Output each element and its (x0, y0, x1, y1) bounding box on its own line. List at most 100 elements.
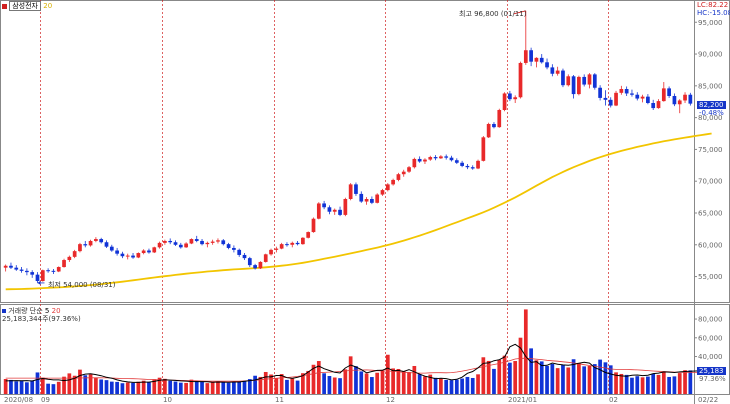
volume-bar (94, 378, 98, 394)
volume-bar (163, 378, 167, 394)
candle-body (19, 269, 24, 271)
ma-label[interactable]: 20 (43, 2, 53, 10)
candle-body (417, 158, 422, 162)
volume-bar (348, 356, 353, 394)
volume-bar (30, 380, 35, 394)
candle-body (141, 250, 146, 254)
volume-bar (401, 371, 406, 394)
volume-ma-long: 20 (51, 307, 61, 315)
candle-body (226, 244, 231, 248)
candle-body (385, 184, 390, 191)
candle-body (423, 159, 427, 162)
volume-bar (465, 376, 470, 394)
candle-body (630, 93, 634, 95)
candle-body (661, 88, 666, 102)
candle-body (454, 160, 459, 163)
price-tick-label: 55,000 (698, 273, 723, 281)
volume-bar (630, 377, 634, 394)
candle-body (216, 240, 220, 242)
candle-body (200, 240, 204, 245)
volume-bar (428, 374, 433, 394)
candle-body (433, 157, 438, 159)
candle-body (147, 250, 151, 253)
volume-bar (14, 381, 19, 394)
candle-body (295, 242, 300, 245)
volume-bar (412, 365, 417, 394)
candle-body (168, 240, 173, 243)
volume-bar (529, 348, 533, 394)
price-tick-label: 70,000 (698, 178, 723, 186)
candle-body (104, 242, 109, 247)
candle-body (83, 244, 88, 246)
candle-body (210, 241, 215, 243)
candle-body (370, 199, 374, 203)
volume-tick-label: 60,000 (698, 334, 723, 342)
candle-body (285, 244, 289, 246)
candle-body (465, 165, 470, 168)
candle-body (354, 184, 358, 194)
volume-bar (104, 380, 109, 394)
candle-body (332, 209, 337, 212)
candle-body (614, 92, 618, 106)
candle-body (157, 242, 162, 248)
candle-body (56, 267, 61, 272)
hc-readout: HC:-15.08 (697, 9, 730, 17)
candle-body (30, 272, 35, 275)
candle-body (677, 100, 682, 105)
date-label: 2021/01 (508, 396, 537, 404)
volume-title[interactable]: 거래량 (8, 307, 28, 315)
volume-bar (454, 379, 459, 394)
candle-body (279, 244, 284, 249)
volume-bar (46, 383, 50, 394)
low-marker-arrow-icon (37, 280, 41, 285)
low-annotation: 최저 54,000 (08/31) (48, 281, 116, 289)
candle-body (306, 232, 311, 238)
volume-bar (603, 362, 608, 394)
volume-tick-label: 40,000 (698, 353, 723, 361)
candle-body (380, 190, 385, 195)
candle-body (343, 199, 348, 215)
volume-bar (539, 361, 544, 394)
volume-bar (332, 377, 337, 394)
candle-body (534, 57, 539, 62)
volume-bar (168, 380, 173, 394)
candle-body (301, 237, 305, 245)
candle-body (263, 254, 268, 262)
volume-bar (640, 377, 645, 394)
candle-body (348, 184, 353, 200)
volume-ma-short: 5 (44, 307, 50, 315)
volume-bar (545, 365, 549, 394)
candle-body (189, 239, 194, 244)
candle-body (391, 179, 395, 185)
candle-body (359, 193, 364, 202)
candle-body (651, 102, 656, 109)
volume-bar (9, 379, 13, 394)
volume-bar (189, 379, 194, 394)
date-label: 11 (275, 396, 284, 404)
volume-bar (343, 369, 348, 394)
volume-bar (258, 376, 263, 394)
volume-bar (19, 380, 24, 394)
volume-bar (295, 380, 300, 394)
price-tick-label: 60,000 (698, 241, 723, 249)
date-label: 02/22 (698, 396, 718, 404)
volume-bar (322, 373, 326, 394)
volume-bar (141, 380, 146, 394)
price-tick-label: 75,000 (698, 146, 723, 154)
candle-body (598, 87, 602, 98)
volume-bar (598, 359, 602, 394)
volume-bar (486, 360, 491, 394)
volume-bar (226, 382, 231, 394)
candle-body (46, 270, 50, 272)
candle-body (481, 137, 486, 161)
candle-body (35, 274, 40, 282)
volume-bar (571, 359, 576, 394)
candle-body (624, 89, 629, 94)
volume-bar (635, 376, 640, 394)
candle-body (72, 251, 77, 257)
volume-bar (221, 382, 226, 394)
volume-bar (120, 383, 125, 394)
volume-bar (62, 376, 66, 394)
stock-name[interactable]: 삼성전자 (9, 1, 41, 11)
